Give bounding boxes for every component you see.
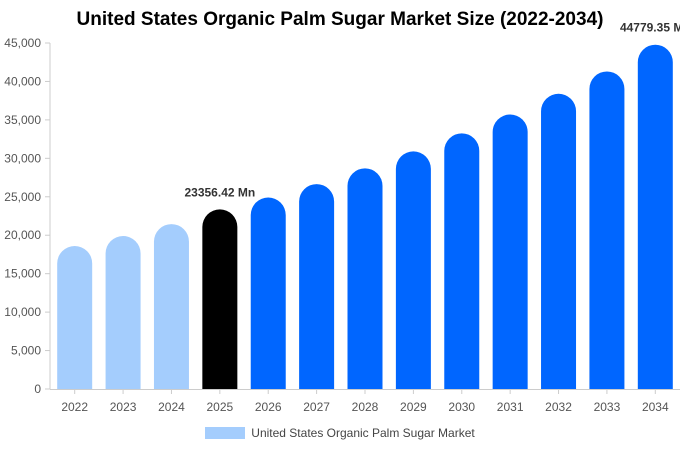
x-tick-label: 2031 <box>497 400 524 414</box>
x-tick-label: 2023 <box>110 400 137 414</box>
y-tick-label: 5,000 <box>11 344 41 358</box>
x-tick-label: 2029 <box>400 400 427 414</box>
x-tick-label: 2022 <box>61 400 88 414</box>
y-tick-label: 45,000 <box>4 36 41 50</box>
x-tick-label: 2025 <box>206 400 233 414</box>
x-tick-label: 2027 <box>303 400 330 414</box>
bar-2027 <box>299 184 335 389</box>
y-tick-label: 15,000 <box>4 267 41 281</box>
legend: United States Organic Palm Sugar Market <box>0 426 680 440</box>
data-label-2025: 23356.42 Mn <box>184 185 255 199</box>
bar-2025 <box>202 209 238 389</box>
x-tick-label: 2032 <box>545 400 572 414</box>
bar-2028 <box>347 168 383 389</box>
legend-label: United States Organic Palm Sugar Market <box>251 426 475 440</box>
chart-title: United States Organic Palm Sugar Market … <box>76 9 604 30</box>
bar-2031 <box>492 114 528 390</box>
bar-2024 <box>153 224 189 389</box>
bar-2023 <box>105 236 141 389</box>
y-tick-label: 35,000 <box>4 113 41 127</box>
x-tick-label: 2026 <box>255 400 282 414</box>
y-tick-label: 10,000 <box>4 305 41 319</box>
y-tick-label: 20,000 <box>4 228 41 242</box>
legend-swatch <box>205 427 246 439</box>
bar-2029 <box>395 151 431 389</box>
bar-2033 <box>589 71 625 390</box>
x-tick-label: 2030 <box>448 400 475 414</box>
y-tick-label: 25,000 <box>4 190 41 204</box>
data-label-2034: 44779.35 Mn <box>620 21 680 35</box>
y-tick-label: 40,000 <box>4 74 41 88</box>
x-tick-label: 2033 <box>594 400 621 414</box>
bar-2022 <box>57 245 93 389</box>
bar-2032 <box>541 93 577 389</box>
x-tick-label: 2024 <box>158 400 185 414</box>
x-tick-label: 2034 <box>642 400 669 414</box>
y-tick-label: 30,000 <box>4 151 41 165</box>
bar-2034 <box>637 44 673 389</box>
bar-2030 <box>444 133 480 389</box>
x-tick-label: 2028 <box>352 400 379 414</box>
y-tick-label: 0 <box>34 382 41 396</box>
bar-2026 <box>250 197 286 389</box>
